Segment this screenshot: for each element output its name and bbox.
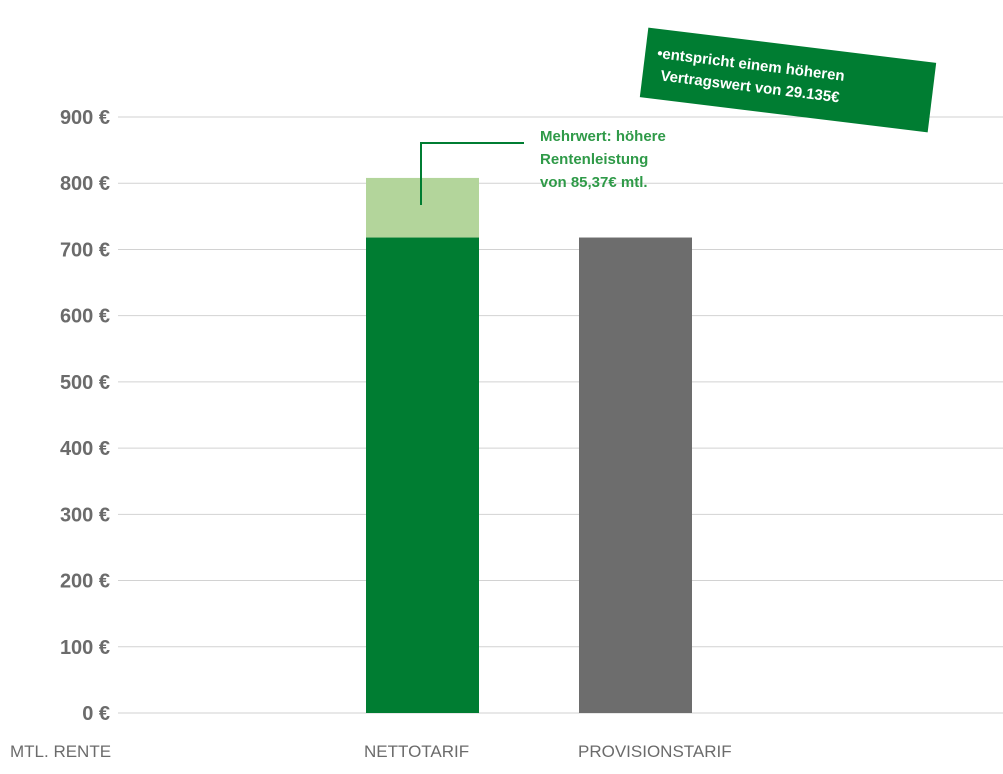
bar-provisionstarif: [579, 237, 692, 713]
badge-background: [639, 27, 937, 133]
y-tick-label: 300 €: [60, 504, 110, 526]
gridlines: [118, 116, 1003, 714]
x-axis-label: MTL. RENTE: [10, 742, 111, 761]
y-tick-label: 700 €: [60, 239, 110, 261]
y-tick-label: 400 €: [60, 438, 110, 460]
x-axis-category-labels: NETTOTARIF PROVISIONSTARIF: [364, 742, 732, 761]
y-tick-label: 100 €: [60, 637, 110, 659]
bars: [366, 177, 692, 713]
y-tick-label: 200 €: [60, 571, 110, 593]
y-axis-tick-labels: 0 € 100 € 200 € 300 € 400 € 500 € 600 € 700 € 80…: [60, 107, 110, 725]
x-category-label: NETTOTARIF: [364, 742, 469, 761]
x-category-label: PROVISIONSTARIF: [578, 742, 732, 761]
bar-nettotarif: [366, 237, 479, 713]
annotation-text-line: Rentenleistung: [540, 151, 648, 168]
annotation-text-line: von 85,37€ mtl.: [540, 174, 648, 191]
y-tick-label: 900 €: [60, 107, 110, 129]
y-tick-label: 0 €: [82, 703, 110, 725]
y-tick-label: 600 €: [60, 306, 110, 328]
bar-segment-mehrwert: [366, 177, 479, 238]
annotation-leader-line: [420, 142, 524, 205]
y-tick-label: 800 €: [60, 173, 110, 195]
annotation-text-line: Mehrwert: höhere: [540, 128, 666, 145]
annotation: Mehrwert: höhere Rentenleistung von 85,37€…: [420, 128, 666, 205]
y-tick-label: 500 €: [60, 372, 110, 394]
